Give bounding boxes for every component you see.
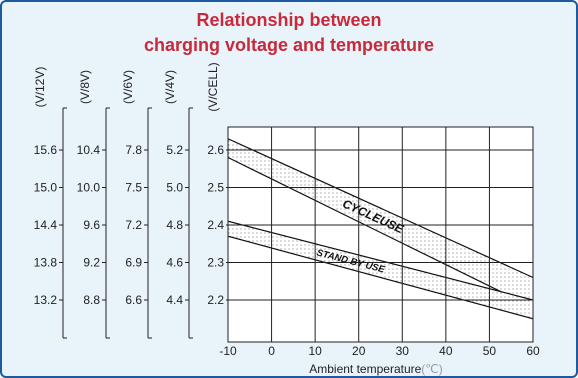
y-tick-label: 8.8 (83, 293, 100, 307)
y-tick-label: 2.6 (207, 143, 224, 157)
y-tick-label: 15.6 (34, 143, 58, 157)
x-tick-label: 40 (439, 344, 453, 358)
y-tick-label: 13.8 (34, 256, 58, 270)
y-tick-label: 2.4 (207, 218, 224, 232)
y-tick-label: 4.8 (166, 218, 183, 232)
y-tick-label: 6.6 (125, 293, 142, 307)
y-tick-label: 15.0 (34, 181, 58, 195)
y-tick-label: 7.8 (125, 143, 142, 157)
x-axis-label: Ambient temperature(℃) (309, 362, 443, 376)
y-axis-units: (V/12V) (V/8V) (V/6V) (V/4V) (V/CELL) (33, 62, 220, 111)
series-lower-line (228, 235, 533, 320)
y-axis-unit-label: (V/12V) (33, 67, 47, 108)
y-tick-label: 5.0 (166, 181, 183, 195)
x-tick-label: 50 (483, 344, 497, 358)
x-tick-label: 60 (526, 344, 540, 358)
y-tick-label: 10.4 (77, 143, 101, 157)
y-tick-label: 2.5 (207, 181, 224, 195)
chart-title-line-1: Relationship between (196, 10, 381, 30)
y-tick-label: 6.9 (125, 256, 142, 270)
x-tick-label: -10 (219, 344, 237, 358)
y-tick-label: 9.2 (83, 256, 100, 270)
series-band (228, 221, 533, 319)
series-upper-line (228, 138, 533, 279)
y-tick-label: 2.3 (207, 256, 224, 270)
y-tick-label: 7.2 (125, 218, 142, 232)
series-lower-line (228, 156, 533, 309)
y-tick-label: 13.2 (34, 293, 58, 307)
x-tick-label: 20 (352, 344, 366, 358)
y-axis-unit-label: (V/4V) (163, 70, 177, 104)
y-tick-label: 7.5 (125, 181, 142, 195)
y-tick-label: 4.6 (166, 256, 183, 270)
y-tick-label: 4.4 (166, 293, 183, 307)
x-axis-ticks: -10 0 10 20 30 40 50 60 (219, 344, 540, 358)
y-tick-label: 10.0 (77, 181, 101, 195)
x-tick-label: 10 (308, 344, 322, 358)
y-axis-unit-label: (V/6V) (121, 70, 135, 104)
series-upper-line (228, 220, 533, 301)
y-tick-label: 14.4 (34, 218, 58, 232)
y-tick-label: 9.6 (83, 218, 100, 232)
grid-lines (227, 126, 534, 343)
y-tick-label: 2.2 (207, 293, 224, 307)
y-tick-label: 5.2 (166, 143, 183, 157)
chart-title-line-2: charging voltage and temperature (144, 35, 434, 55)
series-band (228, 138, 533, 308)
y-axis-unit-label: (V/CELL) (206, 62, 220, 111)
y-axis-unit-label: (V/8V) (78, 70, 92, 104)
series-bands (228, 138, 533, 320)
x-tick-label: 0 (268, 344, 275, 358)
x-tick-label: 30 (396, 344, 410, 358)
y-axis-scales: 15.6 15.0 14.4 13.8 13.2 10.4 10.0 9.6 9.2 8.8 7.8… (34, 107, 230, 339)
